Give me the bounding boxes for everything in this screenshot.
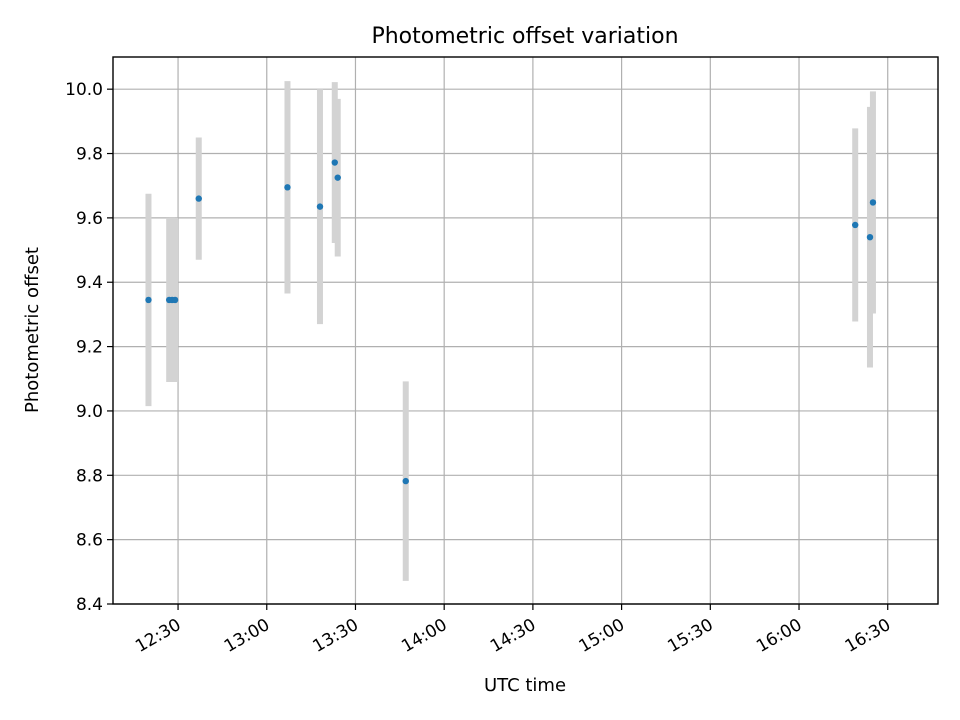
x-tick-label: 13:00 xyxy=(221,615,273,657)
y-tick-label: 10.0 xyxy=(65,80,103,100)
y-tick-label: 8.8 xyxy=(76,466,103,486)
data-point xyxy=(195,195,202,202)
y-tick-label: 9.6 xyxy=(76,209,103,229)
plot-frame xyxy=(112,56,939,605)
x-axis-label: UTC time xyxy=(484,675,566,696)
y-tick-label: 9.0 xyxy=(76,402,103,422)
data-point xyxy=(316,203,324,210)
data-points xyxy=(145,159,877,485)
error-bars xyxy=(145,81,876,581)
data-point xyxy=(852,221,859,229)
x-tick-label: 12:30 xyxy=(132,615,184,657)
grid xyxy=(113,57,938,605)
x-tick-label: 14:30 xyxy=(487,615,539,657)
y-axis-label: Photometric offset xyxy=(22,247,43,413)
y-tick-label: 8.4 xyxy=(76,595,103,615)
data-point xyxy=(334,174,341,181)
y-tick-label: 8.6 xyxy=(76,531,103,551)
x-tick-label: 16:30 xyxy=(842,615,894,657)
data-point xyxy=(402,477,409,485)
data-point xyxy=(331,159,338,166)
x-tick-label: 14:00 xyxy=(398,615,450,657)
axis-ticks: 12:30 13:00 13:30 14:00 14:30 15:00 15:30 16:00… xyxy=(65,80,894,657)
data-point xyxy=(171,296,179,304)
data-point xyxy=(866,233,874,241)
x-tick-label: 15:30 xyxy=(664,615,716,657)
data-point xyxy=(284,184,291,191)
y-tick-label: 9.8 xyxy=(76,145,103,165)
chart-title: Photometric offset variation xyxy=(371,24,678,49)
x-tick-label: 13:30 xyxy=(310,615,362,657)
y-tick-label: 9.4 xyxy=(76,273,103,293)
x-tick-label: 16:00 xyxy=(753,615,805,657)
data-point xyxy=(869,199,877,206)
x-tick-label: 15:00 xyxy=(576,615,628,657)
data-point xyxy=(145,296,152,304)
y-tick-label: 9.2 xyxy=(76,338,103,358)
